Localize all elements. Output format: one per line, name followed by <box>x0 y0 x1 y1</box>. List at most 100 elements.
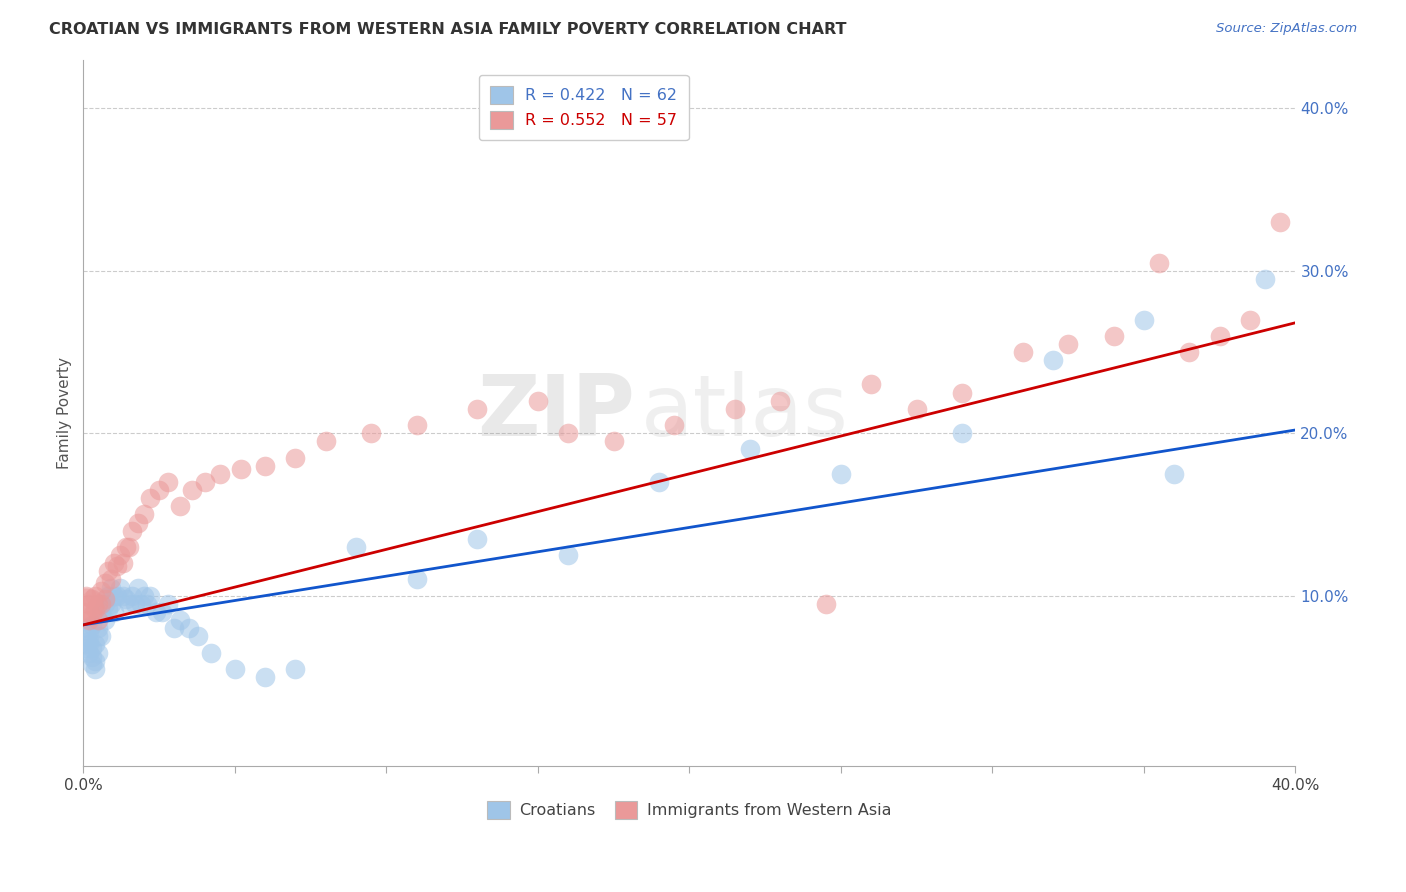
Point <box>724 401 747 416</box>
Point <box>121 589 143 603</box>
Point <box>229 462 252 476</box>
Point <box>200 646 222 660</box>
Point <box>75 640 97 655</box>
Point <box>111 556 134 570</box>
Point <box>84 662 107 676</box>
Point <box>79 637 101 651</box>
Point <box>1057 337 1080 351</box>
Point <box>150 605 173 619</box>
Point <box>82 591 104 606</box>
Point <box>93 613 115 627</box>
Point <box>405 573 427 587</box>
Point <box>360 426 382 441</box>
Point <box>79 634 101 648</box>
Text: Source: ZipAtlas.com: Source: ZipAtlas.com <box>1216 22 1357 36</box>
Point <box>315 434 337 449</box>
Point <box>465 532 488 546</box>
Point <box>664 418 686 433</box>
Point <box>163 621 186 635</box>
Point <box>129 597 152 611</box>
Point <box>127 516 149 530</box>
Point <box>75 621 97 635</box>
Point <box>224 662 246 676</box>
Point <box>105 589 128 603</box>
Point <box>169 500 191 514</box>
Point <box>79 624 101 639</box>
Point <box>139 491 162 506</box>
Point <box>100 597 122 611</box>
Point <box>75 599 97 613</box>
Point <box>254 670 277 684</box>
Point <box>193 475 215 489</box>
Point <box>96 589 118 603</box>
Point <box>1239 312 1261 326</box>
Point <box>405 418 427 433</box>
Point <box>103 605 125 619</box>
Point <box>87 621 110 635</box>
Point <box>148 483 170 497</box>
Point <box>139 589 162 603</box>
Point <box>127 581 149 595</box>
Point <box>132 508 155 522</box>
Point <box>950 426 973 441</box>
Point <box>90 597 112 611</box>
Point <box>950 385 973 400</box>
Point <box>103 556 125 570</box>
Point <box>181 483 204 497</box>
Point <box>84 654 107 668</box>
Point <box>136 597 159 611</box>
Point <box>79 646 101 660</box>
Point <box>1270 215 1292 229</box>
Point <box>132 589 155 603</box>
Point <box>124 597 146 611</box>
Point <box>82 618 104 632</box>
Point <box>87 629 110 643</box>
Point <box>87 646 110 660</box>
Point <box>82 608 104 623</box>
Point <box>87 613 110 627</box>
Point <box>111 589 134 603</box>
Point <box>208 467 231 481</box>
Point <box>1011 345 1033 359</box>
Point <box>75 589 97 603</box>
Point <box>93 597 115 611</box>
Point <box>1178 345 1201 359</box>
Point <box>648 475 671 489</box>
Point <box>121 524 143 538</box>
Y-axis label: Family Poverty: Family Poverty <box>58 357 72 469</box>
Point <box>1042 353 1064 368</box>
Point <box>254 458 277 473</box>
Point <box>830 467 852 481</box>
Point <box>769 393 792 408</box>
Point <box>557 548 579 562</box>
Point <box>344 540 367 554</box>
Point <box>602 434 624 449</box>
Point <box>79 597 101 611</box>
Point <box>527 393 550 408</box>
Point <box>79 613 101 627</box>
Text: CROATIAN VS IMMIGRANTS FROM WESTERN ASIA FAMILY POVERTY CORRELATION CHART: CROATIAN VS IMMIGRANTS FROM WESTERN ASIA… <box>49 22 846 37</box>
Point <box>84 601 107 615</box>
Point <box>82 650 104 665</box>
Point <box>179 621 201 635</box>
Point <box>284 662 307 676</box>
Point <box>860 377 883 392</box>
Point <box>108 581 131 595</box>
Point <box>75 605 97 619</box>
Point <box>1147 255 1170 269</box>
Point <box>118 540 141 554</box>
Text: atlas: atlas <box>641 371 849 454</box>
Point <box>90 583 112 598</box>
Point <box>105 559 128 574</box>
Point <box>1254 272 1277 286</box>
Text: ZIP: ZIP <box>477 371 636 454</box>
Point <box>157 475 180 489</box>
Point <box>814 597 837 611</box>
Point <box>90 605 112 619</box>
Point <box>905 401 928 416</box>
Point <box>465 401 488 416</box>
Point <box>114 540 136 554</box>
Point <box>103 589 125 603</box>
Point <box>738 442 761 457</box>
Point <box>108 548 131 562</box>
